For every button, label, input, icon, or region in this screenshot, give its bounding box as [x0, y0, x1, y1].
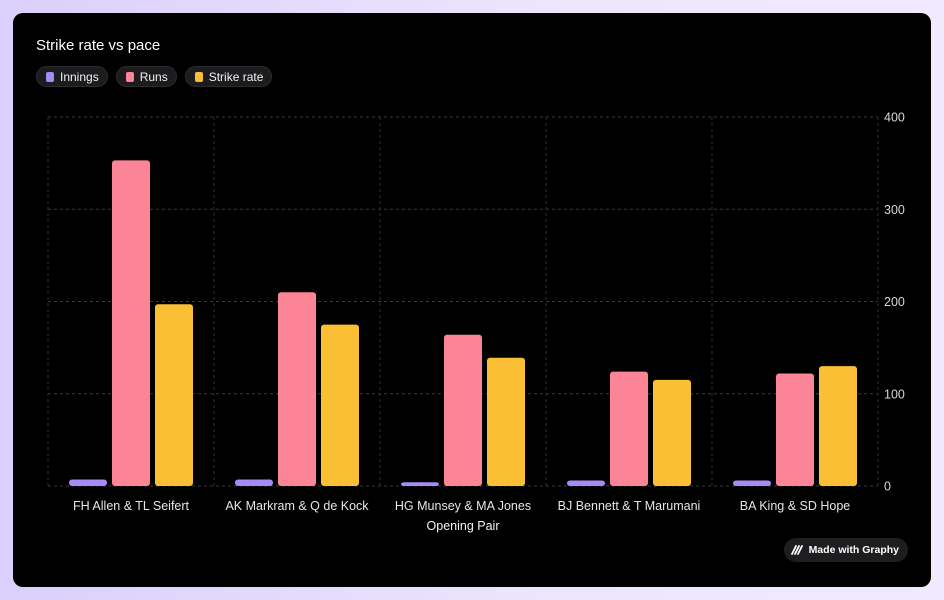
- legend-label-innings: Innings: [60, 69, 99, 84]
- legend-label-runs: Runs: [139, 69, 168, 84]
- chart-card: Strike rate vs pace Innings Runs Strike …: [13, 13, 931, 587]
- y-tick-label: 100: [884, 387, 905, 401]
- legend-swatch-innings: [46, 71, 54, 82]
- bar-runs: [444, 334, 482, 486]
- x-axis-title: Opening Pair: [427, 519, 500, 533]
- legend-item-innings[interactable]: Innings: [36, 66, 108, 87]
- bar-innings: [235, 479, 273, 486]
- made-with-graphy-badge[interactable]: Made with Graphy: [783, 538, 908, 562]
- graphy-logo-icon: [790, 545, 803, 555]
- legend-label-strike-rate: Strike rate: [208, 69, 264, 84]
- legend-swatch-strike-rate: [194, 71, 203, 82]
- y-tick-label: 300: [884, 203, 905, 217]
- x-tick-label: BA King & SD Hope: [740, 499, 851, 513]
- x-tick-label: FH Allen & TL Seifert: [73, 499, 190, 513]
- bar-strike-rate: [819, 366, 857, 486]
- chart-plot: 0 100 200 300 400 FH Allen & TL Seifert AK Mar…: [47, 111, 905, 534]
- bar-innings: [567, 480, 605, 486]
- x-tick-label: BJ Bennett & T Marumani: [558, 499, 701, 513]
- y-tick-label: 0: [884, 480, 891, 494]
- bar-strike-rate: [321, 324, 359, 486]
- legend-swatch-runs: [125, 71, 134, 82]
- axis-labels: 0 100 200 300 400 FH Allen & TL Seifert AK Mar…: [73, 111, 905, 534]
- bar-innings: [733, 480, 771, 486]
- bar-strike-rate: [653, 379, 691, 486]
- legend-item-strike-rate[interactable]: Strike rate: [184, 66, 273, 87]
- bar-runs: [278, 292, 316, 486]
- bar-runs: [610, 371, 648, 486]
- legend-item-runs[interactable]: Runs: [115, 66, 177, 87]
- badge-label: Made with Graphy: [808, 544, 899, 556]
- bars: [69, 160, 857, 487]
- chart-title: Strike rate vs pace: [36, 37, 161, 54]
- bar-runs: [112, 160, 150, 487]
- x-tick-label: HG Munsey & MA Jones: [395, 499, 531, 513]
- y-tick-label: 200: [884, 295, 905, 309]
- bar-strike-rate: [487, 357, 525, 486]
- x-tick-label: AK Markram & Q de Kock: [225, 499, 369, 513]
- bar-innings: [69, 479, 107, 486]
- y-tick-label: 400: [884, 111, 905, 125]
- legend: Innings Runs Strike rate: [36, 66, 273, 87]
- bar-runs: [776, 373, 814, 486]
- bar-strike-rate: [155, 304, 193, 486]
- bar-innings: [401, 482, 439, 486]
